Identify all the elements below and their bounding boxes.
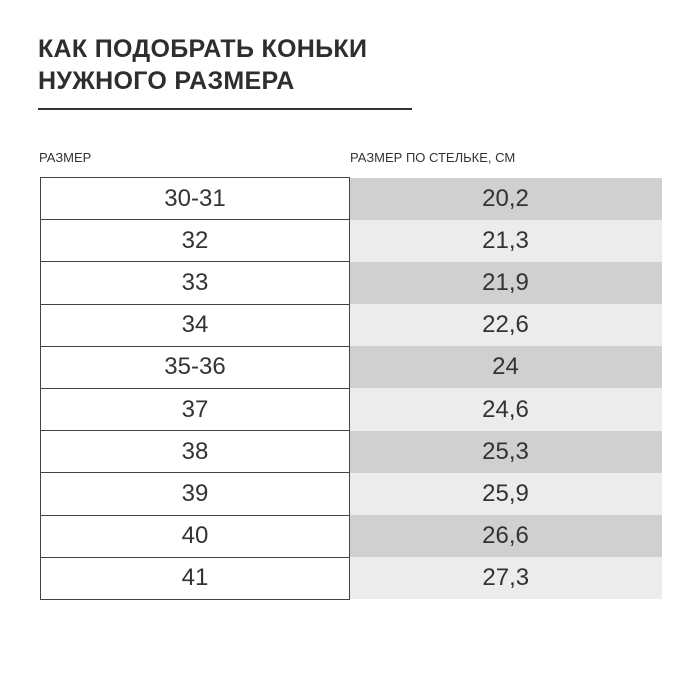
insole-length-cell: 21,9 [349, 261, 662, 305]
table-row: 33 21,9 [40, 261, 662, 305]
table-row: 38 25,3 [40, 430, 662, 474]
size-cell: 33 [40, 261, 350, 305]
table-row: 39 25,9 [40, 472, 662, 516]
size-cell: 34 [40, 303, 350, 347]
insole-length-cell: 25,3 [349, 430, 662, 473]
header-insole-length: РАЗМЕР ПО СТЕЛЬКЕ, СМ [350, 150, 516, 165]
size-cell: 40 [40, 514, 350, 558]
table-row: 30-31 20,2 [40, 176, 662, 221]
title-line-2: НУЖНОГО РАЗМЕРА [38, 67, 295, 95]
insole-length-cell: 20,2 [349, 177, 662, 220]
table-row: 32 21,3 [40, 219, 662, 263]
insole-length-cell: 21,3 [349, 219, 662, 262]
size-cell: 38 [40, 430, 350, 474]
size-cell: 41 [40, 556, 350, 600]
insole-length-cell: 26,6 [349, 515, 662, 558]
title-divider [38, 108, 412, 110]
size-cell: 39 [40, 472, 350, 516]
insole-length-cell: 25,9 [349, 472, 662, 515]
size-cell: 37 [40, 387, 350, 432]
header-size: РАЗМЕР [39, 150, 92, 165]
table-row: 35-36 24 [40, 345, 662, 389]
insole-length-cell: 24,6 [349, 388, 662, 431]
table-row: 34 22,6 [40, 303, 662, 347]
insole-length-cell: 22,6 [349, 304, 662, 347]
insole-length-cell: 24 [349, 346, 662, 389]
size-cell: 30-31 [40, 176, 350, 221]
insole-length-cell: 27,3 [349, 557, 662, 600]
title-line-1: КАК ПОДОБРАТЬ КОНЬКИ [38, 35, 368, 63]
size-table: 30-31 20,2 32 21,3 33 21,9 34 22,6 35-36 24 37 24,6… [40, 176, 662, 600]
size-cell: 32 [40, 219, 350, 263]
size-cell: 35-36 [40, 345, 350, 389]
table-row: 40 26,6 [40, 514, 662, 558]
table-row: 37 24,6 [40, 387, 662, 432]
page-title: КАК ПОДОБРАТЬ КОНЬКИ НУЖНОГО РАЗМЕРА [38, 33, 367, 97]
table-row: 41 27,3 [40, 556, 662, 600]
